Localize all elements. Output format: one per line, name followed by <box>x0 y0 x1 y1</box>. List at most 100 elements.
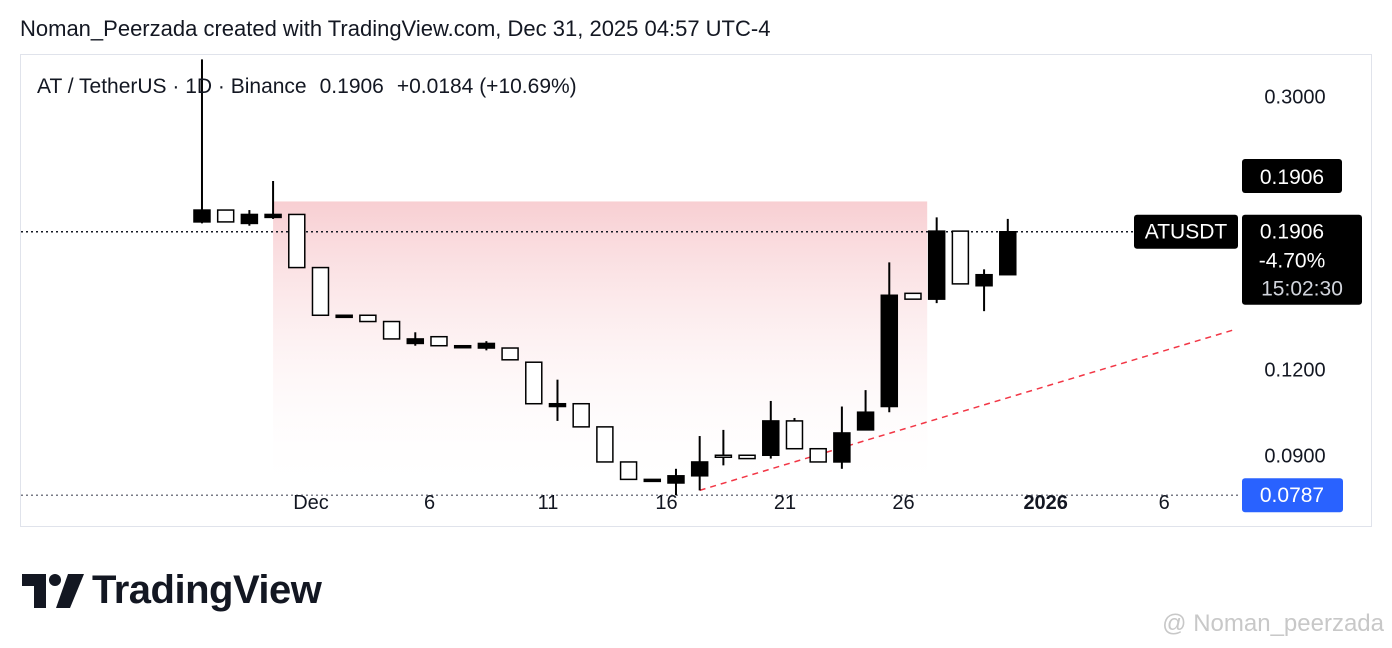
candle-body <box>738 454 756 460</box>
x-tick-label: 6 <box>424 492 435 514</box>
candle <box>809 447 827 463</box>
candle <box>643 478 662 483</box>
candle-body <box>762 420 780 457</box>
candle <box>525 361 543 405</box>
candle <box>785 417 804 450</box>
price-label-bg <box>1242 214 1362 305</box>
candle <box>216 209 235 223</box>
candle <box>240 210 259 226</box>
header-price: 0.1906 <box>320 75 384 98</box>
candle-body <box>975 273 993 287</box>
candle-body <box>667 475 685 484</box>
candlestick-chart[interactable]: 0.3000 0.1200 0.0900 Dec 6 11 16 21 26 2026 6 0.19… <box>21 55 1373 528</box>
candle-body <box>596 426 614 463</box>
candle <box>690 436 709 491</box>
candle-body <box>619 461 638 481</box>
symbol-label-bg <box>1134 214 1238 249</box>
y-tick-label: 0.1200 <box>1264 360 1325 382</box>
candle-body <box>216 209 235 223</box>
candle <box>714 429 733 466</box>
candle-body <box>359 314 377 323</box>
x-tick-label: 16 <box>655 492 677 514</box>
candle-body <box>880 294 899 408</box>
top-price-label: 0.1906 <box>1260 166 1324 189</box>
candle <box>856 390 875 431</box>
candle-body <box>548 402 567 408</box>
tradingview-logo-text: TradingView <box>92 568 322 612</box>
x-tick-label: 11 <box>538 492 559 514</box>
candle <box>382 320 401 340</box>
candle-body <box>335 314 353 319</box>
candle <box>904 292 922 300</box>
candle <box>975 269 993 312</box>
candle <box>501 347 519 361</box>
candle-body <box>430 335 448 347</box>
candle-body <box>193 209 211 223</box>
x-tick-label: Dec <box>293 492 329 514</box>
candle <box>359 314 377 323</box>
candle <box>406 332 425 346</box>
y-tick-label: 0.0900 <box>1264 445 1325 467</box>
candle <box>880 262 899 413</box>
y-tick-label: 0.3000 <box>1264 87 1325 109</box>
author-watermark: @ Noman_peerzada <box>1162 610 1384 637</box>
candle-body <box>927 230 946 300</box>
candle-body <box>785 420 804 450</box>
candle <box>951 230 970 285</box>
candle <box>833 406 851 469</box>
candle <box>596 426 614 463</box>
low-price-label: 0.0787 <box>1260 484 1324 507</box>
chart-frame: 0.3000 0.1200 0.0900 Dec 6 11 16 21 26 2026 6 0.19… <box>20 54 1372 527</box>
candle <box>193 59 211 224</box>
x-tick-label: 26 <box>892 492 914 514</box>
candle-body <box>904 292 922 300</box>
candle-body <box>288 213 306 269</box>
candle-body <box>690 461 709 477</box>
candle-body <box>477 342 496 349</box>
candle-body <box>382 320 401 340</box>
candle-body <box>999 230 1017 276</box>
candle <box>335 314 353 319</box>
candle-body <box>572 402 590 428</box>
candle-body <box>311 266 330 317</box>
candle <box>311 266 330 317</box>
candle <box>762 400 780 459</box>
x-tick-label: 6 <box>1159 492 1170 514</box>
candle <box>927 217 946 304</box>
candle <box>738 454 756 460</box>
low-price-label-bg <box>1242 478 1343 513</box>
candle <box>477 341 496 351</box>
candle <box>572 402 590 428</box>
symbol-title: AT / TetherUS · 1D · Binance <box>37 75 307 98</box>
candle-body <box>856 411 875 431</box>
candle-body <box>809 447 827 463</box>
symbol-label: ATUSDT <box>1145 221 1228 244</box>
candle <box>430 335 448 347</box>
candle-body <box>833 432 851 463</box>
top-price-label-bg <box>1242 159 1342 193</box>
candle-body <box>714 454 733 459</box>
x-tick-label: 21 <box>774 492 796 514</box>
support-trendline <box>699 329 1234 492</box>
tradingview-logo-icon <box>22 573 84 608</box>
change-label: -4.70% <box>1259 250 1326 273</box>
x-tick-label: 2026 <box>1023 492 1068 514</box>
candle <box>453 344 472 349</box>
candle <box>548 379 567 421</box>
candle <box>619 461 638 481</box>
tradingview-logo[interactable]: TradingView <box>22 568 322 613</box>
candle-body <box>525 361 543 405</box>
candle-body <box>951 230 970 285</box>
candle-body <box>643 478 662 483</box>
candle <box>999 218 1017 276</box>
candle <box>288 213 306 269</box>
candle-body <box>264 213 282 219</box>
candle-body <box>240 213 259 225</box>
candle <box>667 468 685 496</box>
chart-title: AT / TetherUS · 1D · Binance 0.1906 +0.018… <box>37 75 577 98</box>
candle-body <box>501 347 519 361</box>
candle-body <box>406 338 425 345</box>
candle-body <box>453 344 472 349</box>
header-change: +0.0184 (+10.69%) <box>397 75 577 98</box>
chart-caption: Noman_Peerzada created with TradingView.… <box>20 16 771 41</box>
